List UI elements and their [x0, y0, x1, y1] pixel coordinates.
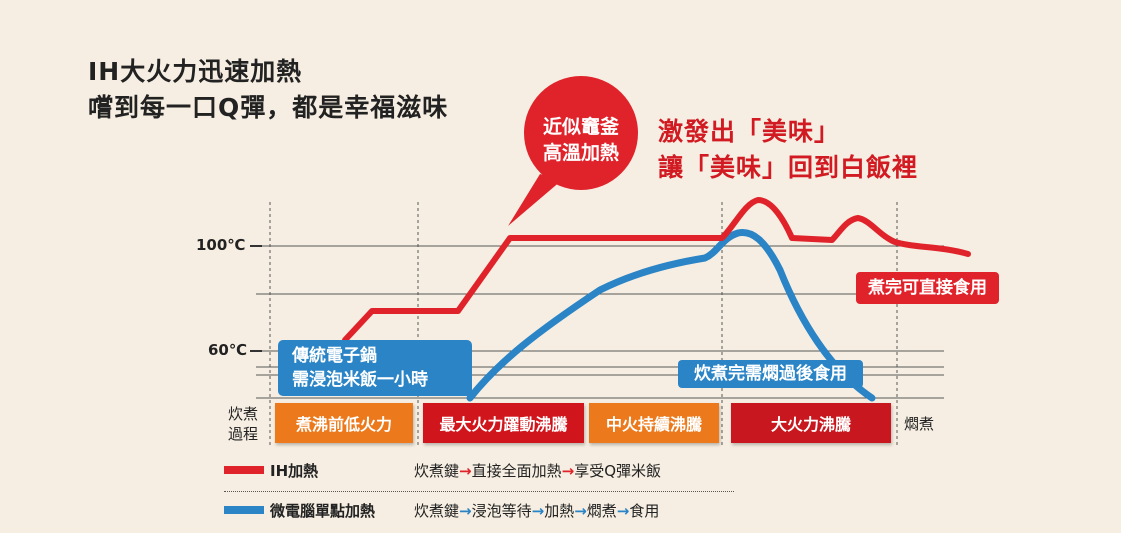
legend-ih-label: IH加熱	[270, 462, 319, 480]
stage-steam: 燜煮	[904, 415, 935, 433]
bubble-callout-shape	[508, 174, 562, 226]
stage-row-label-2: 過程	[228, 425, 259, 443]
stage-row-label-1: 炊煮	[228, 405, 259, 423]
headline-line-2: 嚐到每一口Q彈，都是幸福滋味	[88, 93, 449, 122]
stage-dividers	[269, 202, 898, 448]
legend-micro-swatch	[224, 506, 264, 514]
stage-row-label: 炊煮 過程	[228, 404, 258, 444]
traditional-cooker-note: 傳統電子鍋 需浸泡米飯一小時	[278, 340, 472, 396]
trad-note-line-1: 傳統電子鍋	[292, 346, 377, 366]
stage-high-heat: 大火力沸騰	[731, 403, 891, 443]
arrow-icon: →	[531, 502, 545, 520]
micro-step-1: 炊煮鍵	[414, 502, 460, 520]
bubble-callout-circle	[524, 76, 638, 190]
ih-step-1: 炊煮鍵	[414, 462, 460, 480]
micro-series-line	[466, 229, 876, 402]
legend-divider	[224, 491, 734, 492]
ih-step-3: 享受Q彈米飯	[574, 462, 661, 480]
trad-note-line-2: 需浸泡米飯一小時	[292, 370, 428, 390]
stage-max-heat: 最大火力躍動沸騰	[423, 403, 584, 443]
tagline-1: 激發出「美味」	[658, 117, 841, 146]
y-tick-60: 60℃	[208, 341, 248, 359]
ih-end-callout: 煮完可直接食用	[856, 272, 999, 304]
micro-step-5: 食用	[629, 502, 660, 520]
micro-step-2: 浸泡等待	[471, 502, 532, 520]
legend-micro-label: 微電腦單點加熱	[270, 502, 376, 520]
ih-step-2: 直接全面加熱	[471, 462, 562, 480]
stage-mid-heat: 中火持續沸騰	[589, 403, 719, 443]
micro-end-callout: 炊煮完需燜過後食用	[678, 360, 863, 388]
y-tick-100: 100℃	[196, 236, 246, 254]
micro-step-3: 加熱	[544, 502, 575, 520]
arrow-icon: →	[616, 502, 630, 520]
arrow-icon: →	[459, 462, 472, 480]
arrow-icon: →	[574, 502, 587, 520]
legend-ih-swatch	[224, 466, 264, 474]
legend-micro-steps: 炊煮鍵→浸泡等待→加熱→燜煮→食用	[414, 500, 659, 521]
bubble-line-1: 近似竈釜	[542, 116, 619, 138]
tagline-2: 讓「美味」回到白飯裡	[658, 153, 919, 182]
ih-series-line	[342, 197, 971, 343]
stage-low-heat: 煮沸前低火力	[275, 403, 413, 443]
bubble-line-2: 高溫加熱	[542, 142, 619, 164]
headline-line-1: IH大火力迅速加熱	[88, 57, 303, 86]
bubble-callout-text: 近似竈釜 高溫加熱	[524, 114, 638, 166]
legend-ih-steps: 炊煮鍵→直接全面加熱→享受Q彈米飯	[414, 460, 661, 481]
micro-step-4: 燜煮	[586, 502, 617, 520]
arrow-icon: →	[459, 502, 472, 520]
arrow-icon: →	[561, 462, 575, 480]
